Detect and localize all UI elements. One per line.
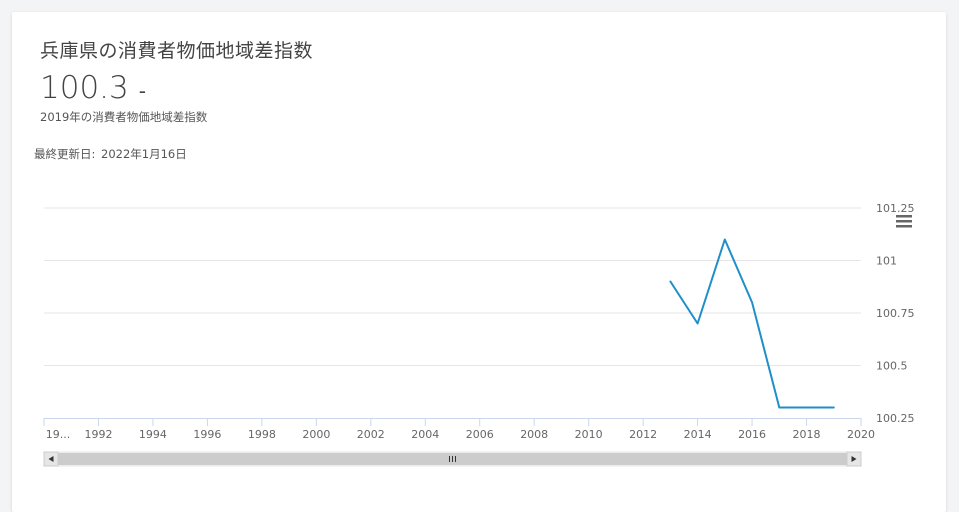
gridlines bbox=[44, 207, 861, 366]
x-tick-label: 2010 bbox=[575, 428, 603, 441]
x-tick-label: 1992 bbox=[84, 428, 112, 441]
data-point[interactable] bbox=[721, 236, 729, 244]
scroll-right-button[interactable] bbox=[846, 451, 862, 467]
y-tick-label: 100.25 bbox=[876, 412, 915, 425]
x-tick-label: 1998 bbox=[248, 428, 276, 441]
line-chart[interactable]: 101.25 101 100.75 100.5 100.25 19... 1992 1994… bbox=[12, 12, 946, 500]
grip-icon[interactable] bbox=[449, 456, 456, 462]
arrow-right-icon bbox=[851, 456, 857, 462]
data-point[interactable] bbox=[666, 278, 674, 286]
y-tick-label: 101.25 bbox=[876, 202, 915, 215]
page-title: 兵庫県の消費者物価地域差指数 bbox=[40, 40, 314, 62]
y-tick-label: 101 bbox=[876, 255, 897, 268]
x-tick-label: 2014 bbox=[684, 428, 712, 441]
hamburger-menu-icon bbox=[896, 215, 912, 228]
series-group bbox=[666, 236, 838, 412]
x-tick-label: 2006 bbox=[466, 428, 494, 441]
last-updated: 最終更新日: 2022年1月16日 bbox=[34, 146, 189, 162]
series-line[interactable] bbox=[669, 238, 835, 409]
x-tick-label: 2018 bbox=[793, 428, 821, 441]
x-tick-label: 19... bbox=[46, 428, 71, 441]
current-value: 100.3 - bbox=[40, 70, 146, 106]
data-point[interactable] bbox=[803, 404, 811, 412]
x-tick-label: 2004 bbox=[411, 428, 439, 441]
x-tick-label: 1996 bbox=[193, 428, 221, 441]
current-value-unit: - bbox=[138, 79, 146, 103]
current-value-number: 100.3 bbox=[40, 70, 129, 106]
data-point[interactable] bbox=[775, 404, 783, 412]
chart-menu-button[interactable] bbox=[891, 208, 917, 234]
data-point[interactable] bbox=[830, 404, 838, 412]
y-tick-label: 100.75 bbox=[876, 307, 915, 320]
x-tick-label: 2008 bbox=[520, 428, 548, 441]
chart-card: 兵庫県の消費者物価地域差指数 100.3 - 2019年の消費者物価地域差指数 … bbox=[12, 12, 946, 512]
x-tick-label: 1994 bbox=[139, 428, 167, 441]
x-tick-label: 2002 bbox=[357, 428, 385, 441]
last-updated-label: 最終更新日: bbox=[34, 147, 96, 161]
x-axis-labels: 19... 1992 1994 1996 1998 2000 2002 2004 2006 200… bbox=[43, 418, 875, 441]
y-tick-label: 100.5 bbox=[876, 360, 908, 373]
x-tick-label: 2016 bbox=[738, 428, 766, 441]
x-tick-label: 2020 bbox=[847, 428, 875, 441]
x-tick-label: 2000 bbox=[302, 428, 330, 441]
x-tick-label: 2012 bbox=[629, 428, 657, 441]
last-updated-date: 2022年1月16日 bbox=[101, 147, 187, 161]
current-value-caption: 2019年の消費者物価地域差指数 bbox=[40, 110, 208, 124]
range-scrollbar[interactable] bbox=[43, 451, 862, 467]
arrow-left-icon bbox=[48, 456, 54, 462]
data-point[interactable] bbox=[748, 299, 756, 307]
data-point[interactable] bbox=[694, 320, 702, 328]
y-axis-labels: 101.25 101 100.75 100.5 100.25 bbox=[876, 202, 915, 425]
scroll-left-button[interactable] bbox=[43, 451, 59, 467]
